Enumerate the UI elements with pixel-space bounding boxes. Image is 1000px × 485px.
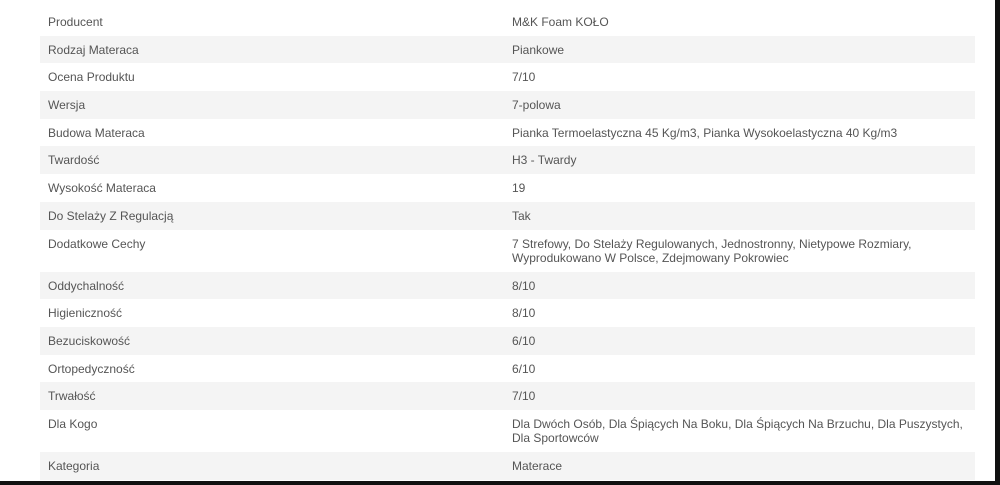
spec-label: Budowa Materaca — [48, 125, 145, 140]
spec-row: Twardość H3 - Twardy — [40, 146, 975, 175]
spec-value: 8/10 — [512, 278, 536, 293]
spec-row: Bezuciskowość 6/10 — [40, 326, 975, 355]
spec-label: Wysokość Materaca — [48, 181, 156, 196]
spec-value: Materace — [512, 458, 563, 473]
spec-value: 6/10 — [512, 333, 536, 348]
spec-row: Producent M&K Foam KOŁO — [40, 8, 975, 36]
spec-label: Higieniczność — [48, 306, 123, 321]
spec-label: Wersja — [48, 98, 86, 113]
spec-label: Dodatkowe Cechy — [48, 236, 146, 251]
spec-label: Ortopedyczność — [48, 361, 135, 376]
spec-value: Pianka Termoelastyczna 45 Kg/m3, Pianka … — [512, 125, 898, 140]
spec-row: Higieniczność 8/10 — [40, 299, 975, 327]
spec-row: Budowa Materaca Pianka Termoelastyczna 45… — [40, 119, 975, 147]
spec-value: Dla Dwóch Osób, Dla Śpiących Na Boku, Dl… — [512, 416, 963, 445]
spec-label: Rodzaj Materaca — [48, 42, 139, 57]
spec-value: M&K Foam KOŁO — [512, 15, 609, 29]
spec-row: Dla Kogo Dla Dwóch Osób, Dla Śpiących Na … — [40, 410, 975, 452]
spec-value: 6/10 — [512, 361, 536, 376]
spec-value: Piankowe — [512, 42, 565, 57]
spec-value: 19 — [512, 181, 526, 196]
spec-label: Bezuciskowość — [48, 333, 131, 348]
spec-label: Producent — [48, 15, 103, 29]
spec-value: 7/10 — [512, 389, 536, 404]
spec-label: Do Stelaży Z Regulacją — [48, 208, 174, 223]
spec-row: Oddychalność 8/10 — [40, 271, 975, 300]
spec-label: Dla Kogo — [48, 416, 98, 431]
spec-label: Twardość — [48, 153, 100, 168]
spec-row: Do Stelaży Z Regulacją Tak — [40, 201, 975, 230]
product-spec-table: Producent M&K Foam KOŁO Rodzaj Materaca Pia… — [40, 8, 975, 480]
spec-row: Kategoria Materace — [40, 451, 975, 480]
spec-value: 7/10 — [512, 70, 536, 85]
spec-value: 8/10 — [512, 306, 536, 321]
spec-value: 7 Strefowy, Do Stelaży Regulowanych, Jed… — [512, 236, 912, 265]
spec-row: Trwałość 7/10 — [40, 382, 975, 410]
spec-row: Dodatkowe Cechy 7 Strefowy, Do Stelaży Re… — [40, 230, 975, 272]
spec-value: 7-polowa — [512, 98, 561, 113]
spec-row: Wersja 7-polowa — [40, 91, 975, 119]
spec-label: Kategoria — [48, 458, 100, 473]
spec-row: Ocena Produktu 7/10 — [40, 63, 975, 91]
spec-value: H3 - Twardy — [512, 153, 577, 168]
spec-row: Ortopedyczność 6/10 — [40, 355, 975, 383]
spec-row: Wysokość Materaca 19 — [40, 174, 975, 202]
spec-row: Rodzaj Materaca Piankowe — [40, 35, 975, 64]
spec-value: Tak — [512, 208, 531, 223]
spec-label: Trwałość — [48, 389, 96, 404]
spec-label: Oddychalność — [48, 278, 125, 293]
spec-label: Ocena Produktu — [48, 70, 135, 85]
